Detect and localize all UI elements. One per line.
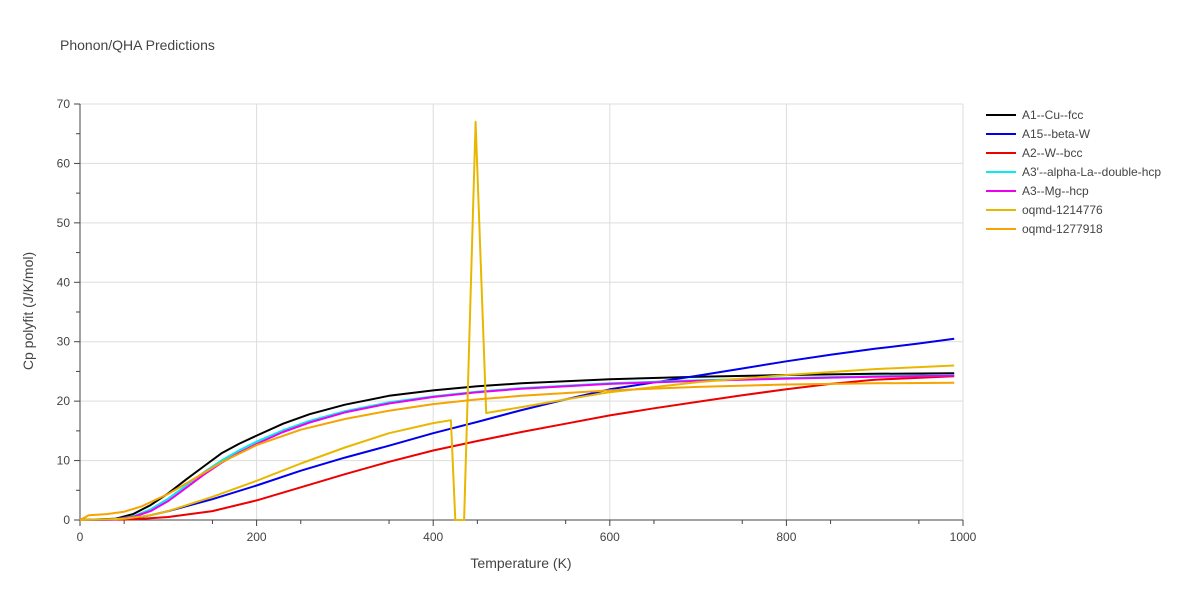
y-axis-label: Cp polyfit (J/K/mol) bbox=[20, 252, 36, 370]
x-tick-label: 400 bbox=[423, 530, 443, 544]
y-tick-label: 40 bbox=[57, 275, 71, 289]
legend-item-label: A3'--alpha-La--double-hcp bbox=[1022, 165, 1161, 179]
chart-title: Phonon/QHA Predictions bbox=[60, 37, 215, 53]
y-tick-label: 30 bbox=[57, 335, 71, 349]
series-line-2 bbox=[79, 375, 955, 521]
y-tick-label: 70 bbox=[57, 97, 71, 111]
series-line-4 bbox=[79, 374, 955, 521]
y-tick-label: 0 bbox=[63, 513, 70, 527]
legend-item-label: A1--Cu--fcc bbox=[1022, 108, 1083, 122]
legend: A1--Cu--fcc A15--beta-W A2--W--bcc A3'--alp… bbox=[986, 108, 1161, 236]
x-tick-label: 1000 bbox=[950, 530, 977, 544]
series-line-1 bbox=[79, 337, 955, 521]
y-tick-label: 20 bbox=[57, 394, 71, 408]
y-tick-label: 60 bbox=[57, 156, 71, 170]
series-lines bbox=[79, 120, 955, 521]
y-tick-label: 10 bbox=[57, 454, 71, 468]
grid bbox=[79, 103, 964, 521]
x-tick-label: 200 bbox=[247, 530, 267, 544]
x-tick-label: 600 bbox=[600, 530, 620, 544]
legend-item-label: A15--beta-W bbox=[1022, 127, 1091, 141]
y-tick-label: 50 bbox=[57, 216, 71, 230]
x-axis-label: Temperature (K) bbox=[470, 555, 571, 571]
x-tick-label: 0 bbox=[77, 530, 84, 544]
series-line-5 bbox=[79, 120, 955, 521]
series-line-0 bbox=[79, 372, 955, 521]
series-line-6 bbox=[79, 381, 955, 521]
x-tick-label: 800 bbox=[776, 530, 796, 544]
x-ticks: 0 200 400 600 800 1000 bbox=[77, 520, 977, 544]
legend-item-label: A2--W--bcc bbox=[1022, 146, 1082, 160]
legend-item-label: oqmd-1214776 bbox=[1022, 203, 1103, 217]
y-ticks: 0 10 20 30 40 50 60 70 bbox=[57, 97, 80, 527]
legend-item-label: A3--Mg--hcp bbox=[1022, 184, 1089, 198]
legend-item-label: oqmd-1277918 bbox=[1022, 222, 1103, 236]
